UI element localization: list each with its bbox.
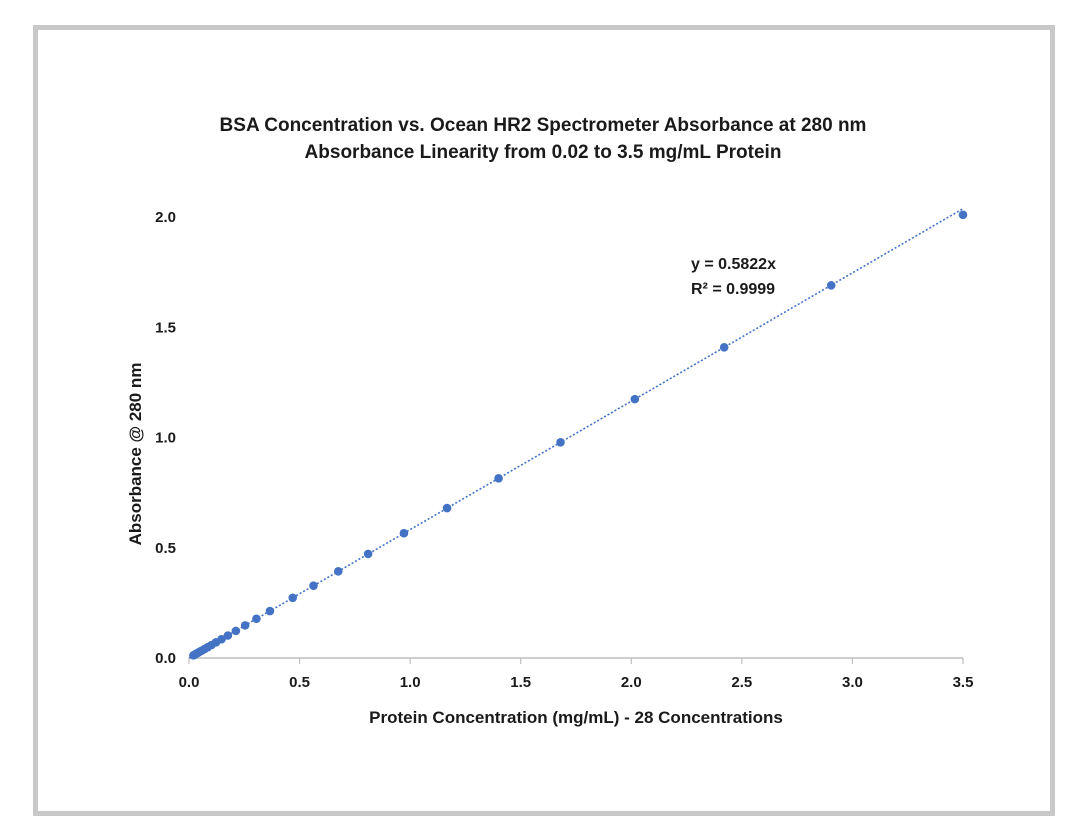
chart-frame: BSA Concentration vs. Ocean HR2 Spectrom…: [33, 25, 1055, 816]
data-point: [494, 473, 503, 483]
data-point: [630, 394, 640, 404]
y-tick-label: 1.5: [155, 319, 176, 336]
data-point: [265, 606, 275, 616]
data-point: [363, 549, 373, 559]
chart-title-line2: Absorbance Linearity from 0.02 to 3.5 mg…: [305, 142, 782, 163]
data-point: [217, 634, 226, 644]
trendline-equation: y = 0.5822x: [691, 256, 776, 273]
data-point: [333, 567, 343, 576]
data-point: [556, 438, 565, 447]
x-tick-label: 3.0: [842, 674, 863, 691]
y-tick-label: 0.5: [155, 540, 176, 557]
y-tick-label: 1.0: [155, 430, 176, 447]
x-tick-label: 1.5: [510, 674, 531, 691]
x-axis-label: Protein Concentration (mg/mL) - 28 Conce…: [369, 708, 783, 727]
trendline: [188, 207, 964, 659]
x-tick-label: 2.5: [731, 674, 752, 691]
y-tick-label: 0.0: [155, 650, 176, 667]
data-points: [189, 210, 968, 660]
data-point: [231, 626, 241, 636]
x-axis-ticks: 0.0 0.5 1.0 1.5 2.0 2.5 3.0 3.5: [179, 658, 974, 691]
chart-title-line1: BSA Concentration vs. Ocean HR2 Spectrom…: [220, 115, 867, 136]
x-tick-label: 2.0: [621, 674, 642, 691]
data-point: [288, 593, 298, 603]
data-point: [309, 581, 318, 590]
x-tick-label: 0.0: [179, 674, 200, 691]
scatter-chart: BSA Concentration vs. Ocean HR2 Spectrom…: [126, 115, 974, 727]
x-tick-label: 0.5: [289, 674, 310, 691]
y-axis-label: Absorbance @ 280 nm: [126, 363, 145, 546]
data-point: [399, 528, 409, 538]
data-point: [958, 210, 968, 220]
y-tick-label: 2.0: [155, 209, 176, 226]
y-axis-ticks: 0.0 0.5 1.0 1.5 2.0: [155, 209, 176, 667]
data-point: [252, 614, 261, 624]
x-tick-label: 1.0: [400, 674, 421, 691]
x-tick-label: 3.5: [953, 674, 974, 691]
data-point: [223, 631, 233, 640]
data-point: [240, 621, 250, 630]
trendline-r2: R² = 0.9999: [691, 281, 775, 298]
data-point: [442, 503, 452, 513]
data-point: [719, 343, 729, 352]
data-point: [826, 281, 836, 290]
